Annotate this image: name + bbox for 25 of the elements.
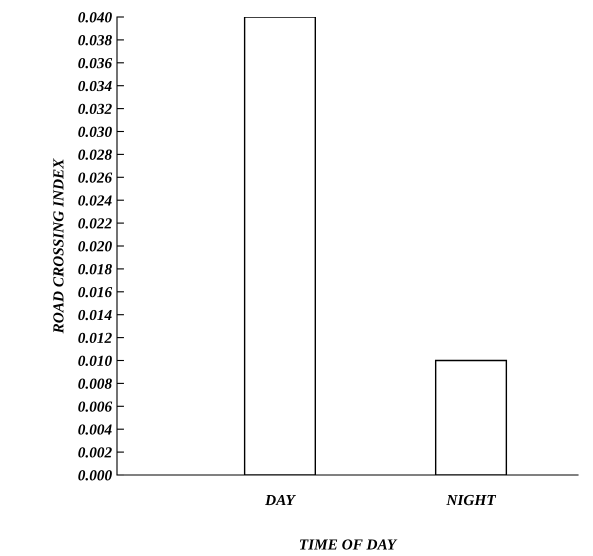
y-tick-label: 0.036 [78, 58, 112, 68]
y-tick-label: 0.026 [78, 172, 112, 183]
y-tick-label: 0.000 [78, 470, 112, 481]
y-tick-label: 0.008 [78, 378, 112, 389]
y-tick-label: 0.020 [78, 241, 112, 252]
y-tick-label: 0.032 [78, 104, 112, 114]
y-tick-label: 0.040 [78, 12, 112, 23]
y-tick-label: 0.010 [78, 356, 112, 366]
y-tick-label: 0.038 [78, 35, 112, 46]
y-tick-label: 0.002 [78, 447, 112, 458]
x-tick-label: DAY [264, 494, 296, 506]
y-tick-label: 0.022 [78, 218, 112, 229]
y-tick-label: 0.028 [78, 150, 112, 160]
y-tick-label: 0.012 [78, 332, 112, 344]
y-tick-label: 0.006 [78, 401, 112, 412]
y-tick-label: 0.034 [78, 80, 112, 92]
y-tick-label: 0.014 [78, 310, 112, 320]
y-tick-label: 0.030 [78, 126, 112, 138]
y-tick-label: 0.004 [78, 424, 112, 435]
y-axis-title: ROAD CROSSING INDEX [53, 158, 64, 334]
x-axis-title: TIME OF DAY [300, 539, 398, 550]
y-tick-label: 0.018 [78, 264, 112, 274]
y-tick-label: 0.024 [78, 195, 112, 206]
y-tick-label: 0.016 [78, 286, 112, 298]
x-tick-label: NIGHT [446, 494, 496, 506]
